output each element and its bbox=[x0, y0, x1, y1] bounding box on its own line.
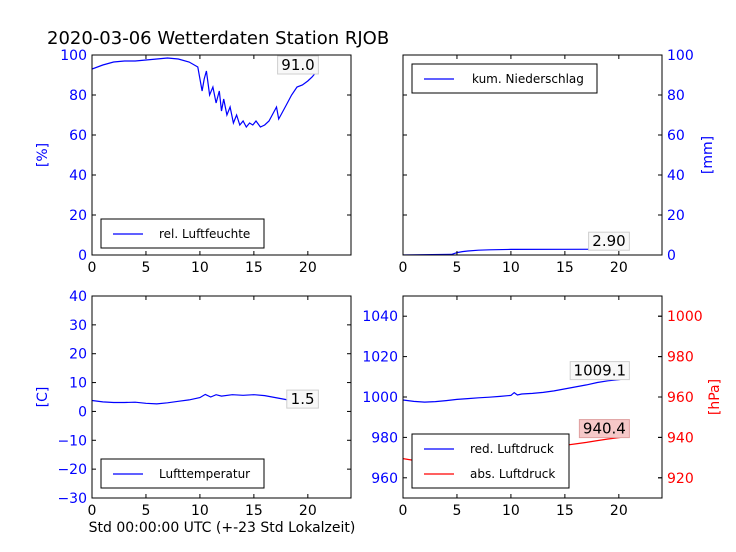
y-axis-label: [mm] bbox=[700, 136, 716, 174]
legend: kum. Niederschlag bbox=[411, 63, 598, 94]
series-line-kum-niederschlag bbox=[403, 248, 627, 255]
x-tick-label: 0 bbox=[88, 260, 97, 276]
plot-frame bbox=[91, 295, 352, 499]
y-tick-label: 40 bbox=[69, 168, 87, 184]
y2-tick-label: 980 bbox=[667, 350, 694, 366]
value-annotation: 940.4 bbox=[583, 420, 626, 438]
y-axis-label: [%] bbox=[35, 143, 51, 167]
y-tick-label: 40 bbox=[69, 289, 87, 305]
y-tick-label: 960 bbox=[371, 471, 398, 487]
value-annotation: 2.90 bbox=[592, 232, 625, 250]
y-tick-label: 80 bbox=[667, 88, 685, 104]
x-tick-label: 0 bbox=[399, 503, 408, 519]
y-tick-label: 0 bbox=[78, 248, 87, 264]
figure-title: 2020-03-06 Wetterdaten Station RJOB bbox=[47, 28, 389, 49]
x-tick-label: 5 bbox=[141, 503, 150, 519]
value-annotation: 1009.1 bbox=[574, 362, 627, 380]
y-tick-label: 0 bbox=[78, 404, 87, 420]
value-annotation-box bbox=[569, 361, 630, 381]
value-annotation-box bbox=[286, 389, 319, 409]
x-tick-label: 5 bbox=[452, 503, 461, 519]
y2-tick-label: 940 bbox=[667, 430, 694, 446]
y2-tick-label: 960 bbox=[667, 390, 694, 406]
value-annotation-box bbox=[578, 419, 630, 439]
y-tick-label: 60 bbox=[69, 128, 87, 144]
x-axis-label: Std 00:00:00 UTC (+-23 Std Lokalzeit) bbox=[89, 520, 356, 536]
x-tick-label: 15 bbox=[245, 260, 263, 276]
legend-box bbox=[411, 433, 570, 489]
panel-pressure: 0 5 10 15 20 960 980 1000 1020 1040 920 940 960 980 10… bbox=[362, 295, 723, 519]
x-tick-label: 20 bbox=[299, 503, 317, 519]
x-tick-label: 15 bbox=[556, 503, 574, 519]
series-line-rel-luftfeuchte bbox=[92, 57, 316, 129]
x-tick-label: 0 bbox=[88, 503, 97, 519]
legend-label: abs. Luftdruck bbox=[470, 467, 555, 481]
value-annotation: 91.0 bbox=[281, 56, 314, 74]
plot-frame bbox=[402, 54, 663, 256]
y-tick-label: 1040 bbox=[362, 309, 398, 325]
x-tick-label: 10 bbox=[191, 260, 209, 276]
x-tick-label: 15 bbox=[556, 260, 574, 276]
plot-frame bbox=[91, 54, 352, 256]
legend: Lufttemperatur bbox=[100, 458, 265, 489]
legend: red. Luftdruck abs. Luftdruck bbox=[411, 433, 570, 489]
y-tick-label: 1000 bbox=[362, 390, 398, 406]
y2-tick-label: 920 bbox=[667, 471, 694, 487]
y-tick-label: 10 bbox=[69, 376, 87, 392]
x-tick-label: 20 bbox=[610, 260, 628, 276]
y-axis-label: [C] bbox=[35, 387, 51, 408]
x-tick-label: 0 bbox=[399, 260, 408, 276]
x-tick-label: 15 bbox=[245, 503, 263, 519]
y-tick-label: 100 bbox=[667, 48, 694, 64]
y-tick-label: 1020 bbox=[362, 350, 398, 366]
x-tick-label: 5 bbox=[141, 260, 150, 276]
series-line-lufttemperatur bbox=[92, 393, 316, 408]
y-tick-label: 20 bbox=[69, 347, 87, 363]
y-tick-label: 20 bbox=[667, 208, 685, 224]
legend: rel. Luftfeuchte bbox=[100, 218, 265, 249]
y-tick-label: 20 bbox=[69, 208, 87, 224]
y-tick-label: 980 bbox=[371, 430, 398, 446]
legend-label: rel. Luftfeuchte bbox=[159, 227, 250, 241]
panel-humidity: 0 5 10 15 20 0 20 40 60 80 100 [%] rel. Luftfeuchte 9… bbox=[35, 48, 352, 276]
y-tick-label: 80 bbox=[69, 88, 87, 104]
y2-axis-label: [hPa] bbox=[707, 379, 723, 415]
legend-label: Lufttemperatur bbox=[159, 467, 250, 481]
y2-tick-label: 1000 bbox=[667, 309, 703, 325]
series-line-red-luftdruck bbox=[403, 378, 627, 403]
x-tick-label: 20 bbox=[299, 260, 317, 276]
y-tick-label: 100 bbox=[60, 48, 87, 64]
x-tick-label: 10 bbox=[502, 260, 520, 276]
x-tick-label: 20 bbox=[610, 503, 628, 519]
value-annotation-box bbox=[277, 55, 319, 75]
legend-label: kum. Niederschlag bbox=[472, 72, 584, 86]
y-tick-label: 40 bbox=[667, 168, 685, 184]
x-tick-label: 10 bbox=[191, 503, 209, 519]
y-tick-label: −20 bbox=[57, 462, 87, 478]
legend-label: red. Luftdruck bbox=[470, 442, 554, 456]
y-tick-label: 0 bbox=[667, 248, 676, 264]
panel-temperature: 0 5 10 15 20 −30 −20 −10 0 10 20 30 40 [C] Std 00:00:0… bbox=[35, 289, 355, 536]
y-tick-label: −30 bbox=[57, 491, 87, 507]
y-tick-label: 30 bbox=[69, 318, 87, 334]
value-annotation-box bbox=[588, 231, 630, 251]
y-tick-label: −10 bbox=[57, 433, 87, 449]
x-tick-label: 5 bbox=[452, 260, 461, 276]
y-tick-label: 60 bbox=[667, 128, 685, 144]
panel-precipitation: 0 5 10 15 20 0 20 40 60 80 100 [mm] kum. Niederschla… bbox=[399, 48, 716, 276]
value-annotation: 1.5 bbox=[291, 390, 315, 408]
x-tick-label: 10 bbox=[502, 503, 520, 519]
